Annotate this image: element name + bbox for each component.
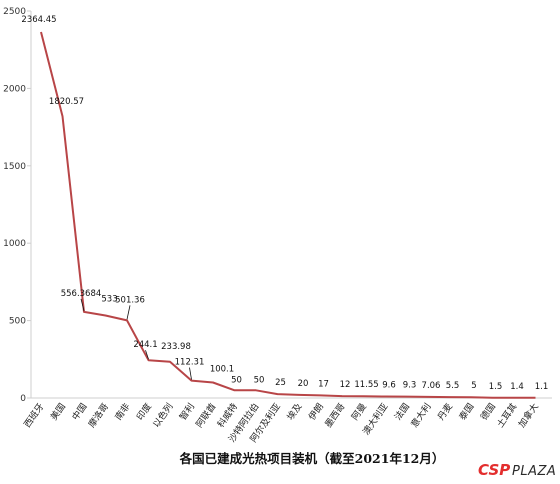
y-tick-labels: 0 500 1000 1500 2000 2500 — [3, 7, 31, 404]
data-label: 11.55 — [354, 380, 378, 390]
x-tick-label: 德国 — [478, 401, 498, 423]
watermark-csp: CSP — [478, 461, 510, 479]
x-tick-label: 美国 — [48, 401, 68, 423]
leader-line — [189, 367, 192, 380]
y-tick-label-0: 0 — [20, 394, 26, 404]
y-tick-label-1000: 1000 — [3, 239, 26, 249]
data-label: 501.36 — [115, 295, 145, 305]
data-label: 1.5 — [489, 382, 503, 392]
y-tick-label-2500: 2500 — [3, 7, 26, 17]
data-label: 12 — [340, 380, 351, 390]
x-tick-label: 西班牙 — [21, 401, 46, 430]
chart-title: 各国已建成光热项目装机（截至2021年12月） — [179, 451, 445, 466]
data-label: 25 — [275, 378, 286, 388]
data-label: 17 — [318, 379, 329, 389]
x-tick-label: 伊朗 — [306, 401, 326, 423]
x-tick-label: 墨西哥 — [323, 401, 348, 429]
x-tick-label: 中国 — [69, 401, 89, 423]
data-label: 1820.57 — [49, 97, 84, 107]
x-tick-label: 法国 — [392, 401, 412, 423]
x-tick-label: 阿曼 — [350, 401, 369, 422]
data-label: 1.1 — [535, 382, 549, 392]
label-leader-lines — [80, 298, 192, 380]
x-tick-label: 阿联酋 — [193, 401, 218, 430]
x-tick-label: 加拿大 — [516, 401, 541, 430]
y-tick-label-2000: 2000 — [3, 84, 26, 94]
x-tick-label: 摩洛哥 — [86, 401, 111, 430]
data-label: 100.1 — [210, 365, 234, 375]
y-tick-label-500: 500 — [9, 317, 26, 327]
x-tick-label: 以色列 — [150, 401, 175, 430]
leader-line — [80, 298, 85, 311]
watermark-logo: CSP PLAZA — [478, 461, 556, 479]
data-label: 233.98 — [161, 342, 191, 352]
x-tick-label: 印度 — [134, 401, 154, 423]
data-label: 50 — [231, 375, 242, 385]
data-label: 2364.45 — [21, 15, 56, 25]
data-label: 50 — [254, 375, 265, 385]
data-label: 112.31 — [175, 358, 205, 368]
x-tick-label: 丹麦 — [435, 401, 455, 423]
series-line — [40, 31, 536, 399]
x-tick-label: 意大利 — [408, 401, 433, 430]
x-tick-label: 泰国 — [456, 401, 476, 423]
x-tick-label: 智利 — [177, 401, 197, 423]
x-tick-label: 埃及 — [284, 401, 304, 423]
leader-line — [126, 305, 131, 320]
watermark-plaza: PLAZA — [512, 464, 556, 479]
data-label: 9.6 — [382, 381, 396, 391]
data-label: 1.4 — [510, 382, 524, 392]
data-label: 7.06 — [422, 381, 441, 391]
y-tick-label-1500: 1500 — [3, 162, 26, 172]
data-label: 9.3 — [403, 381, 417, 391]
data-label: 5 — [471, 381, 476, 391]
data-label: 20 — [298, 379, 309, 389]
x-tick-label: 土耳其 — [494, 401, 519, 430]
data-label: 556.3684 — [61, 289, 102, 299]
data-label: 5.5 — [446, 381, 460, 391]
leader-line — [145, 350, 149, 360]
data-label: 533 — [101, 294, 117, 304]
data-label: 244.1 — [133, 340, 157, 350]
x-tick-label: 南非 — [112, 401, 132, 423]
